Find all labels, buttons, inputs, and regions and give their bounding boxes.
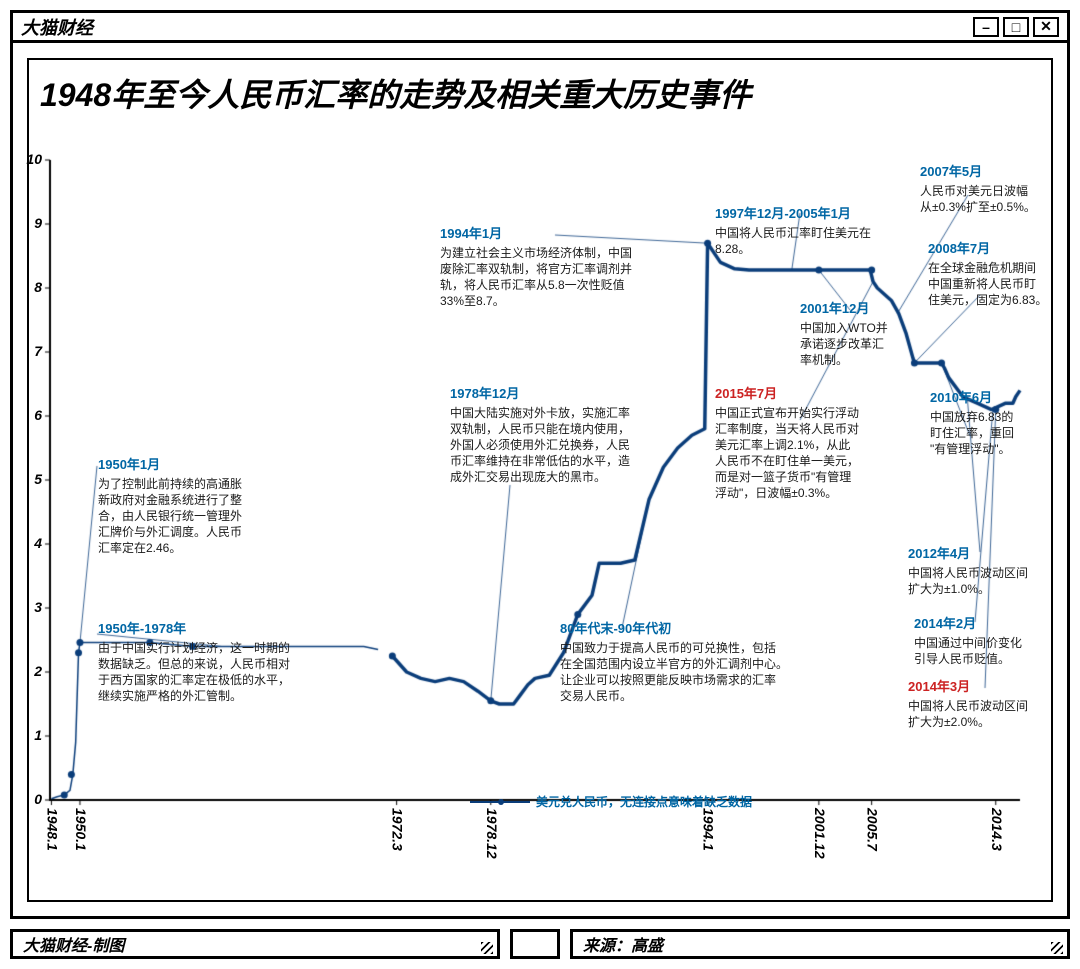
chart-annotation: 2014年3月中国将人民币波动区间扩大为±2.0%。 xyxy=(908,678,1058,730)
annotation-body: 为建立社会主义市场经济体制，中国废除汇率双轨制，将官方汇率调剂并轨，将人民币汇率… xyxy=(440,245,670,310)
annotation-title: 1997年12月-2005年1月 xyxy=(715,205,915,223)
annotation-title: 2014年2月 xyxy=(914,615,1054,633)
chart-annotation: 2010年6月中国放弃6.83的盯住汇率，重回"有管理浮动"。 xyxy=(930,389,1050,457)
x-tick-label: 1994.1 xyxy=(701,808,717,851)
annotation-body: 中国致力于提高人民币的可兑换性，包括在全国范围内设立半官方的外汇调剂中心。让企业… xyxy=(560,640,820,705)
x-tick-label: 2005.7 xyxy=(865,808,881,851)
chart-title: 1948年至今人民币汇率的走势及相关重大历史事件 xyxy=(40,70,751,116)
annotation-body: 中国大陆实施对外卡放，实施汇率双轨制，人民币只能在境内使用，外国人必须使用外汇兑… xyxy=(450,405,670,486)
footer-source: 来源：高盛 xyxy=(570,929,1070,959)
legend-text: 美元兑人民币，无连接点意味着缺乏数据 xyxy=(536,793,752,810)
chart-annotation: 2007年5月人民币对美元日波幅从±0.3%扩至±0.5%。 xyxy=(920,163,1060,215)
annotation-body: 中国正式宣布开始实行浮动汇率制度，当天将人民币对美元汇率上调2.1%，从此人民币… xyxy=(715,405,895,502)
annotation-title: 2001年12月 xyxy=(800,300,920,318)
annotation-body: 由于中国实行计划经济，这一时期的数据缺乏。但总的来说，人民币相对于西方国家的汇率… xyxy=(98,640,338,705)
annotation-body: 中国将人民币波动区间扩大为±2.0%。 xyxy=(908,698,1058,730)
y-tick-label: 8 xyxy=(18,279,42,295)
status-bar: 大猫财经-制图 来源：高盛 xyxy=(10,929,1070,959)
annotation-title: 2015年7月 xyxy=(715,385,895,403)
annotation-title: 2007年5月 xyxy=(920,163,1060,181)
chart-annotation: 2001年12月中国加入WTO并承诺逐步改革汇率机制。 xyxy=(800,300,920,368)
chart-legend: 美元兑人民币，无连接点意味着缺乏数据 xyxy=(470,793,752,810)
annotation-title: 80年代末-90年代初 xyxy=(560,620,820,638)
chart-annotation: 1994年1月为建立社会主义市场经济体制，中国废除汇率双轨制，将官方汇率调剂并轨… xyxy=(440,225,670,309)
annotation-body: 中国将人民币波动区间扩大为±1.0%。 xyxy=(908,565,1058,597)
footer-mid xyxy=(510,929,560,959)
x-tick-label: 2014.3 xyxy=(989,808,1005,851)
annotation-title: 2010年6月 xyxy=(930,389,1050,407)
annotation-body: 为了控制此前持续的高通胀新政府对金融系统进行了整合，由人民银行统一管理外汇牌价与… xyxy=(98,476,298,557)
chart-annotation: 80年代末-90年代初中国致力于提高人民币的可兑换性，包括在全国范围内设立半官方… xyxy=(560,620,820,704)
annotation-title: 2012年4月 xyxy=(908,545,1058,563)
annotation-title: 1994年1月 xyxy=(440,225,670,243)
annotation-title: 1950年1月 xyxy=(98,456,298,474)
close-button[interactable]: ✕ xyxy=(1033,17,1059,37)
annotation-body: 中国通过中间价变化引导人民币贬值。 xyxy=(914,635,1054,667)
minimize-button[interactable]: – xyxy=(973,17,999,37)
annotation-body: 人民币对美元日波幅从±0.3%扩至±0.5%。 xyxy=(920,183,1060,215)
annotation-body: 中国加入WTO并承诺逐步改革汇率机制。 xyxy=(800,320,920,369)
window-controls: – □ ✕ xyxy=(973,17,1059,37)
y-tick-label: 3 xyxy=(18,599,42,615)
chart-annotation: 2014年2月中国通过中间价变化引导人民币贬值。 xyxy=(914,615,1054,667)
window-title: 大猫财经 xyxy=(21,14,93,40)
annotation-title: 2014年3月 xyxy=(908,678,1058,696)
chart-annotation: 1950年-1978年由于中国实行计划经济，这一时期的数据缺乏。但总的来说，人民… xyxy=(98,620,338,704)
x-tick-label: 1948.1 xyxy=(44,808,60,851)
y-tick-label: 9 xyxy=(18,215,42,231)
y-tick-label: 2 xyxy=(18,663,42,679)
y-tick-label: 10 xyxy=(18,151,42,167)
y-tick-label: 5 xyxy=(18,471,42,487)
x-tick-label: 1978.12 xyxy=(484,808,500,859)
chart-annotation: 2012年4月中国将人民币波动区间扩大为±1.0%。 xyxy=(908,545,1058,597)
x-tick-label: 1972.3 xyxy=(390,808,406,851)
chart-annotation: 1950年1月为了控制此前持续的高通胀新政府对金融系统进行了整合，由人民银行统一… xyxy=(98,456,298,556)
title-bar: 大猫财经 – □ ✕ xyxy=(13,13,1067,43)
annotation-title: 2008年7月 xyxy=(928,240,1068,258)
chart-annotation: 1978年12月中国大陆实施对外卡放，实施汇率双轨制，人民币只能在境内使用，外国… xyxy=(450,385,670,485)
footer-left: 大猫财经-制图 xyxy=(10,929,500,959)
y-tick-label: 0 xyxy=(18,791,42,807)
annotation-body: 中国放弃6.83的盯住汇率，重回"有管理浮动"。 xyxy=(930,409,1050,458)
annotation-body: 在全球金融危机期间中国重新将人民币盯住美元，固定为6.83。 xyxy=(928,260,1068,309)
y-tick-label: 1 xyxy=(18,727,42,743)
chart-annotation: 2008年7月在全球金融危机期间中国重新将人民币盯住美元，固定为6.83。 xyxy=(928,240,1068,308)
annotation-title: 1950年-1978年 xyxy=(98,620,338,638)
x-tick-label: 2001.12 xyxy=(812,808,828,859)
maximize-button[interactable]: □ xyxy=(1003,17,1029,37)
annotation-title: 1978年12月 xyxy=(450,385,670,403)
y-tick-label: 4 xyxy=(18,535,42,551)
annotation-body: 中国将人民币汇率盯住美元在8.28。 xyxy=(715,225,915,257)
chart-annotation: 2015年7月中国正式宣布开始实行浮动汇率制度，当天将人民币对美元汇率上调2.1… xyxy=(715,385,895,502)
y-tick-label: 6 xyxy=(18,407,42,423)
x-tick-label: 1950.1 xyxy=(73,808,89,851)
y-tick-label: 7 xyxy=(18,343,42,359)
chart-annotation: 1997年12月-2005年1月中国将人民币汇率盯住美元在8.28。 xyxy=(715,205,915,257)
